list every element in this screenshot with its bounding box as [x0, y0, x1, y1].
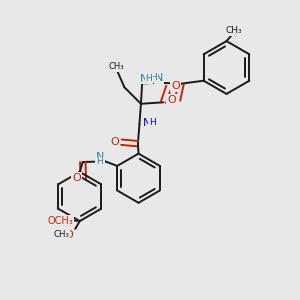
- Text: N: N: [142, 118, 151, 128]
- Text: N: N: [140, 74, 148, 84]
- Text: O: O: [171, 81, 180, 91]
- Text: H: H: [97, 158, 103, 166]
- Text: O: O: [72, 173, 81, 183]
- Text: N: N: [155, 73, 163, 83]
- Text: O: O: [110, 136, 119, 147]
- Text: H: H: [146, 74, 152, 83]
- Text: CH₃: CH₃: [109, 62, 124, 71]
- Text: CH₃: CH₃: [226, 26, 242, 35]
- Text: O: O: [167, 94, 176, 105]
- Text: H: H: [151, 74, 157, 82]
- Text: CH₃: CH₃: [53, 230, 69, 239]
- Text: O: O: [64, 230, 73, 240]
- Text: N: N: [96, 152, 104, 162]
- Text: H: H: [149, 118, 155, 127]
- Text: OCH₃: OCH₃: [47, 216, 73, 226]
